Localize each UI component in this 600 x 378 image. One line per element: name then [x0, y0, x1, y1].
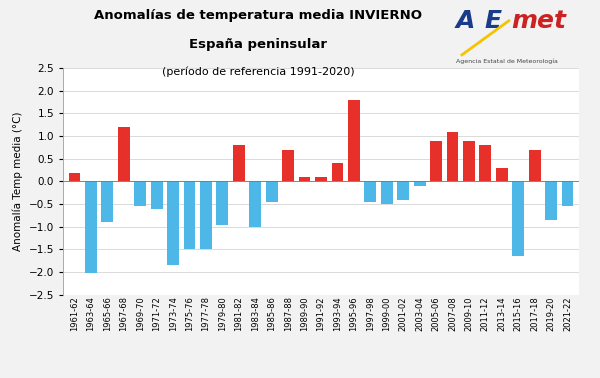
Bar	[266, 181, 278, 202]
Bar	[151, 181, 163, 209]
Bar	[413, 181, 425, 186]
Text: España peninsular: España peninsular	[189, 38, 327, 51]
Bar	[101, 181, 113, 222]
Text: met: met	[511, 9, 566, 33]
Bar	[250, 181, 261, 227]
Bar	[332, 163, 343, 181]
Bar	[217, 181, 229, 225]
Bar	[545, 181, 557, 220]
Bar	[233, 145, 245, 181]
Bar	[562, 181, 574, 206]
Y-axis label: Anomalía Temp media (°C): Anomalía Temp media (°C)	[13, 112, 23, 251]
Bar	[299, 177, 310, 181]
Bar	[200, 181, 212, 249]
Bar	[463, 141, 475, 181]
Bar	[397, 181, 409, 200]
Bar	[364, 181, 376, 202]
Bar	[315, 177, 327, 181]
Bar	[118, 127, 130, 181]
Bar	[348, 100, 360, 181]
Bar	[496, 168, 508, 181]
Bar	[446, 132, 458, 181]
Text: Anomalías de temperatura media INVIERNO: Anomalías de temperatura media INVIERNO	[94, 9, 422, 22]
Text: A: A	[456, 9, 475, 33]
Bar	[85, 181, 97, 273]
Text: (período de referencia 1991-2020): (período de referencia 1991-2020)	[161, 66, 355, 77]
Bar	[479, 145, 491, 181]
Bar	[512, 181, 524, 256]
Bar	[134, 181, 146, 206]
Bar	[282, 150, 294, 181]
Text: Agencia Estatal de Meteorología: Agencia Estatal de Meteorología	[456, 59, 558, 64]
Bar	[68, 173, 80, 181]
Bar	[430, 141, 442, 181]
Text: E: E	[485, 9, 502, 33]
Bar	[381, 181, 392, 204]
Bar	[529, 150, 541, 181]
Bar	[184, 181, 196, 249]
Bar	[167, 181, 179, 265]
